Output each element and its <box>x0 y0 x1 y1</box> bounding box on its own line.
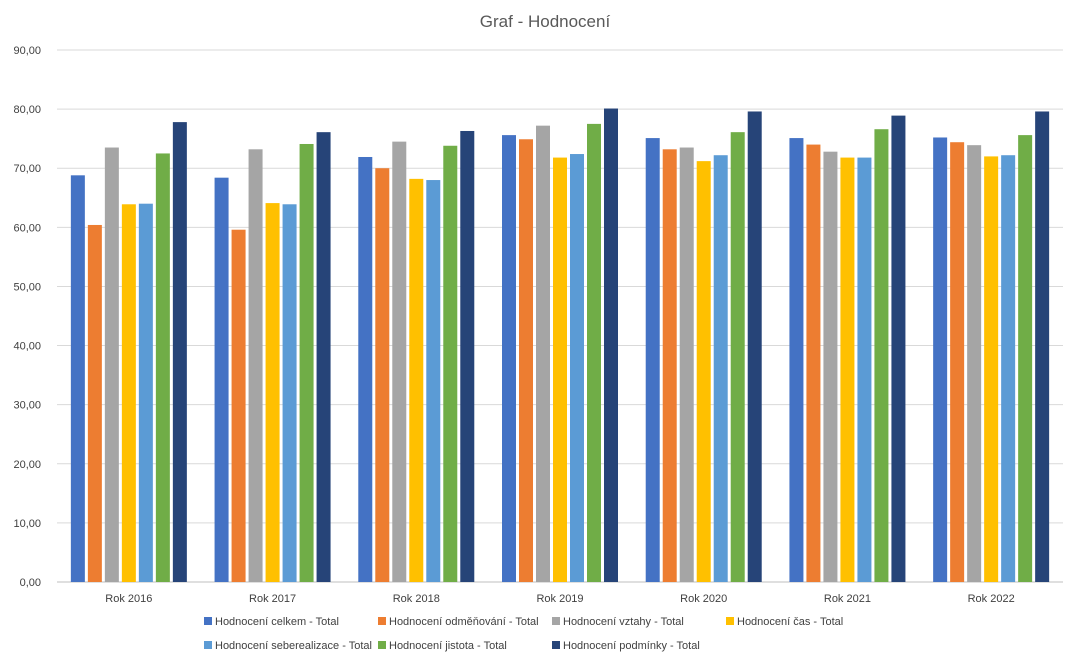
bar <box>104 147 119 583</box>
bar <box>248 149 263 582</box>
bar <box>358 156 373 583</box>
bar <box>679 147 694 583</box>
bar <box>536 125 550 582</box>
legend-label: Hodnocení čas - Total <box>737 616 843 628</box>
bar <box>1035 111 1050 582</box>
legend-swatch <box>378 641 386 649</box>
bar <box>460 130 475 582</box>
bar <box>604 108 618 583</box>
bar <box>806 144 821 583</box>
bar <box>645 138 660 582</box>
bar <box>747 111 762 582</box>
legend-swatch <box>204 617 212 625</box>
bar <box>409 178 424 582</box>
bar <box>950 142 965 583</box>
y-tick-label: 10,00 <box>13 518 41 530</box>
bar <box>138 203 153 582</box>
bars <box>70 108 1050 583</box>
x-tick-label: Rok 2017 <box>249 593 296 605</box>
y-tick-label: 0,00 <box>20 577 41 589</box>
y-tick-label: 40,00 <box>13 341 41 353</box>
chart-title: Graf - Hodnocení <box>480 12 611 31</box>
legend: Hodnocení celkem - Total Hodnocení odměňo… <box>204 616 843 652</box>
x-tick-label: Rok 2018 <box>393 593 440 605</box>
bar <box>70 175 85 582</box>
bar <box>299 143 314 582</box>
x-axis-tick-labels: Rok 2016 Rok 2017 Rok 2018 Rok 2019 Rok 2020… <box>105 593 1014 605</box>
legend-swatch <box>204 641 212 649</box>
bar <box>1018 135 1033 582</box>
bar <box>155 153 170 582</box>
bar <box>316 132 331 583</box>
legend-label: Hodnocení podmínky - Total <box>563 640 700 652</box>
bar <box>265 203 280 582</box>
bar <box>984 156 999 582</box>
bar <box>730 132 745 583</box>
x-tick-label: Rok 2016 <box>105 593 152 605</box>
bar <box>426 180 441 583</box>
legend-label: Hodnocení jistota - Total <box>389 640 507 652</box>
y-tick-label: 80,00 <box>13 104 41 116</box>
bar <box>121 204 136 582</box>
bar <box>933 137 948 583</box>
bar <box>587 123 601 582</box>
y-tick-label: 20,00 <box>13 459 41 471</box>
legend-label: Hodnocení vztahy - Total <box>563 616 684 628</box>
legend-swatch <box>378 617 386 625</box>
x-tick-label: Rok 2021 <box>824 593 871 605</box>
legend-swatch <box>552 641 560 649</box>
bar <box>231 229 246 582</box>
bar <box>443 145 458 582</box>
bar <box>874 129 889 582</box>
bar <box>375 168 390 582</box>
bar <box>967 145 982 582</box>
bar <box>823 151 838 582</box>
bar <box>662 149 677 582</box>
legend-label: Hodnocení seberealizace - Total <box>215 640 372 652</box>
y-tick-label: 60,00 <box>13 222 41 234</box>
bar <box>502 135 516 582</box>
bar <box>519 139 533 582</box>
legend-swatch <box>552 617 560 625</box>
bar <box>214 177 229 582</box>
bar <box>713 155 728 582</box>
bar <box>282 204 297 582</box>
x-tick-label: Rok 2020 <box>680 593 727 605</box>
bar <box>570 154 584 582</box>
y-tick-label: 50,00 <box>13 281 41 293</box>
legend-label: Hodnocení odměňování - Total <box>389 616 539 628</box>
bar <box>857 157 872 583</box>
y-tick-label: 90,00 <box>13 45 41 57</box>
bar <box>1001 155 1016 582</box>
x-tick-label: Rok 2019 <box>536 593 583 605</box>
bar <box>696 161 711 582</box>
legend-swatch <box>726 617 734 625</box>
bar <box>891 115 906 582</box>
bar <box>392 141 407 582</box>
bar <box>840 157 855 583</box>
y-axis-tick-labels: 0,00 10,00 20,00 30,00 40,00 50,00 60,00 70,00 8… <box>13 45 41 589</box>
bar <box>553 157 567 583</box>
legend-label: Hodnocení celkem - Total <box>215 616 339 628</box>
bar <box>87 224 102 583</box>
bar <box>789 138 804 582</box>
y-tick-label: 70,00 <box>13 163 41 175</box>
x-tick-label: Rok 2022 <box>968 593 1015 605</box>
bar <box>172 122 187 583</box>
y-tick-label: 30,00 <box>13 400 41 412</box>
